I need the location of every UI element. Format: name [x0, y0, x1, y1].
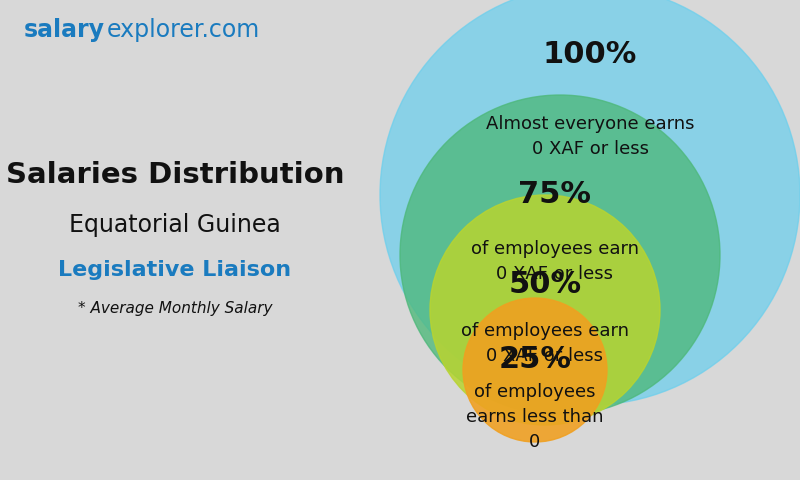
Text: of employees earn
0 XAF or less: of employees earn 0 XAF or less — [471, 240, 639, 283]
Text: 75%: 75% — [518, 180, 591, 209]
Text: salary: salary — [24, 18, 105, 42]
Circle shape — [400, 95, 720, 415]
Text: of employees
earns less than
0: of employees earns less than 0 — [466, 383, 604, 451]
Circle shape — [380, 0, 800, 405]
Text: 50%: 50% — [509, 270, 582, 299]
Text: 100%: 100% — [543, 40, 637, 69]
Text: * Average Monthly Salary: * Average Monthly Salary — [78, 300, 272, 315]
Circle shape — [463, 298, 607, 442]
Text: 25%: 25% — [498, 345, 571, 374]
Text: Legislative Liaison: Legislative Liaison — [58, 260, 291, 280]
Text: Equatorial Guinea: Equatorial Guinea — [69, 213, 281, 237]
Text: of employees earn
0 XAF or less: of employees earn 0 XAF or less — [461, 322, 629, 365]
Text: Almost everyone earns
0 XAF or less: Almost everyone earns 0 XAF or less — [486, 115, 694, 158]
Text: Salaries Distribution: Salaries Distribution — [6, 161, 344, 189]
Circle shape — [430, 195, 660, 425]
Text: explorer.com: explorer.com — [107, 18, 260, 42]
